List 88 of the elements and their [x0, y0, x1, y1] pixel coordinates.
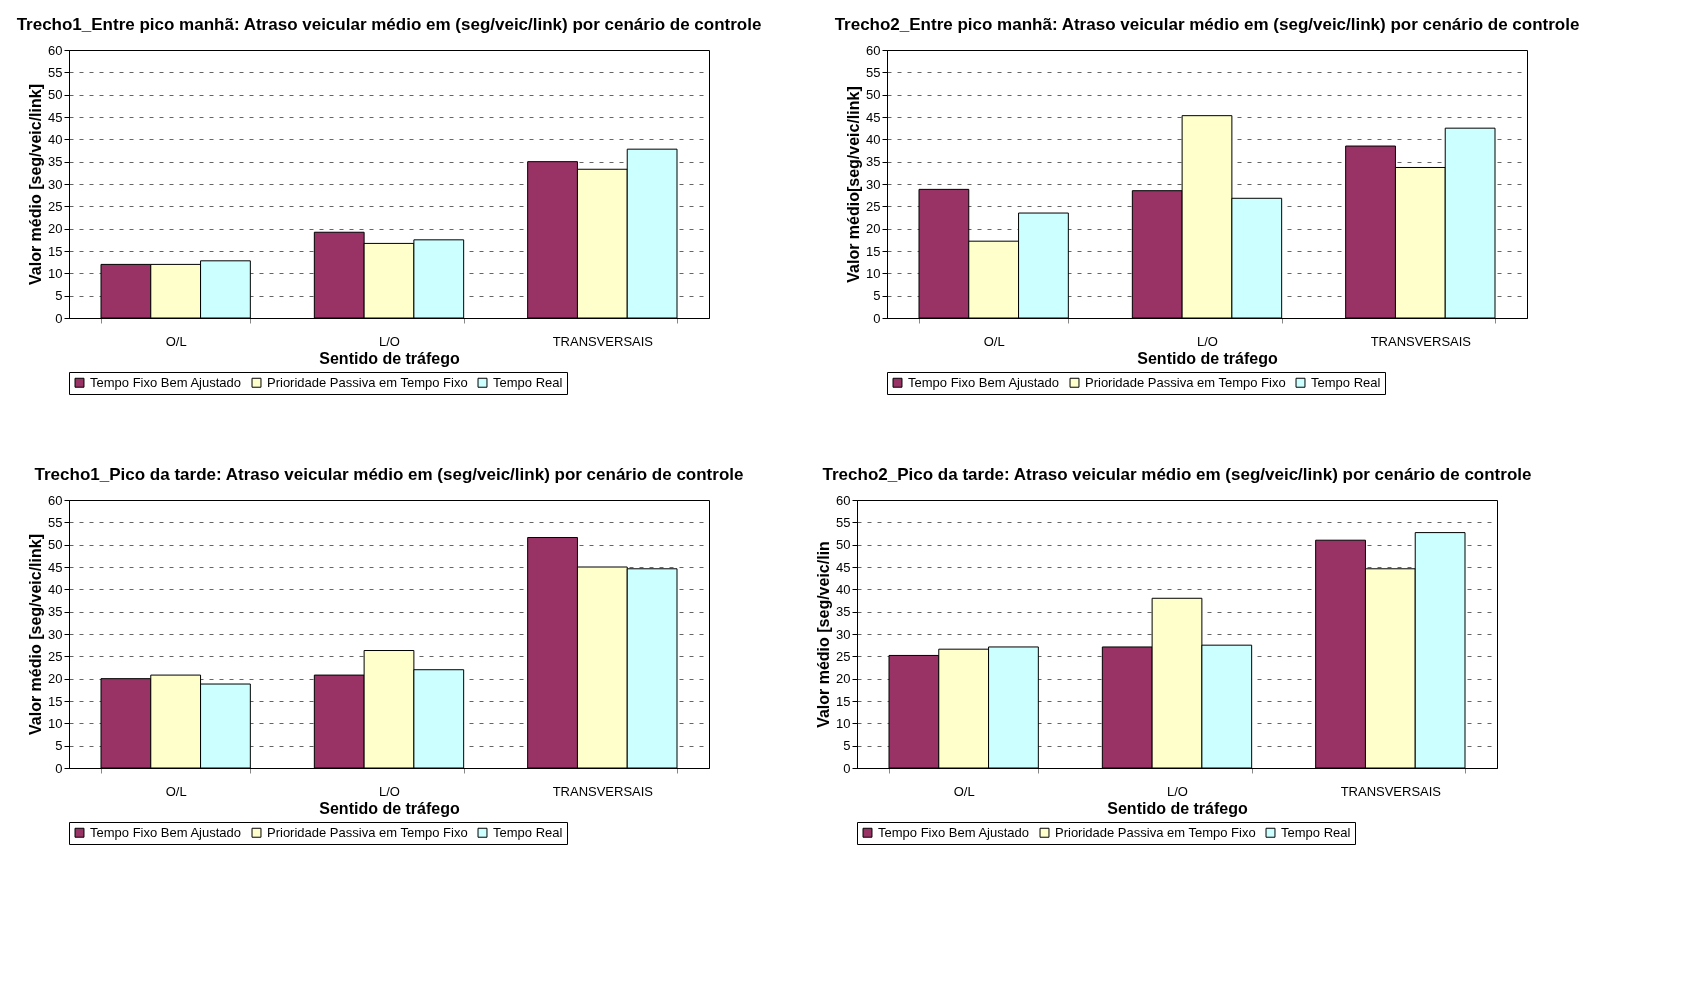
legend-label: Tempo Fixo Bem Ajustado — [90, 374, 242, 390]
y-tick-label: 0 — [843, 760, 851, 776]
x-tick-label: L/O — [379, 783, 400, 799]
y-tick-label: 40 — [48, 581, 63, 597]
y-tick-label: 15 — [836, 693, 851, 709]
legend-label: Prioridade Passiva em Tempo Fixo — [1055, 824, 1256, 840]
y-tick-label: 30 — [48, 626, 63, 642]
x-axis-title: Sentido de tráfego — [319, 799, 460, 817]
legend-label: Tempo Real — [493, 374, 563, 390]
legend-label: Prioridade Passiva em Tempo Fixo — [1085, 374, 1286, 390]
y-tick-label: 50 — [866, 87, 881, 103]
y-tick-label: 5 — [55, 288, 63, 304]
y-tick-label: 60 — [48, 42, 63, 58]
x-tick-label: TRANSVERSAIS — [552, 333, 654, 349]
chart-title: Trecho2_Pico da tarde: Atraso veicular médio em (seg/veic/link) por cenário de controle — [822, 465, 1532, 484]
legend-label: Tempo Real — [493, 824, 563, 840]
y-tick-label: 35 — [48, 604, 63, 620]
x-tick-label: O/L — [983, 333, 1005, 349]
y-tick-label: 35 — [866, 154, 881, 170]
y-tick-label: 60 — [866, 42, 881, 58]
legend-label: Tempo Real — [1281, 824, 1351, 840]
y-tick-label: 5 — [843, 738, 851, 754]
y-tick-label: 15 — [48, 693, 63, 709]
y-tick-label: 40 — [48, 131, 63, 147]
y-tick-label: 15 — [48, 243, 63, 259]
y-tick-label: 10 — [836, 715, 851, 731]
x-tick-label: L/O — [1197, 333, 1218, 349]
y-tick-label: 40 — [866, 131, 881, 147]
y-tick-label: 55 — [48, 514, 63, 530]
x-tick-label: TRANSVERSAIS — [1370, 333, 1472, 349]
y-tick-label: 50 — [836, 537, 851, 553]
y-tick-label: 10 — [866, 265, 881, 281]
x-axis-title: Sentido de tráfego — [1107, 799, 1248, 817]
x-tick-label: O/L — [165, 333, 187, 349]
y-tick-label: 5 — [873, 288, 881, 304]
y-tick-label: 55 — [48, 64, 63, 80]
y-tick-label: 5 — [55, 738, 63, 754]
y-tick-label: 35 — [48, 154, 63, 170]
x-tick-label: TRANSVERSAIS — [1340, 783, 1442, 799]
chart-title: Trecho2_Entre pico manhã: Atraso veicular médio em (seg/veic/link) por cenário de controle — [834, 15, 1580, 34]
y-tick-label: 20 — [866, 221, 881, 237]
x-axis-title: Sentido de tráfego — [1137, 349, 1278, 367]
y-tick-label: 0 — [55, 310, 63, 326]
legend-label: Tempo Fixo Bem Ajustado — [908, 374, 1060, 390]
y-tick-label: 50 — [48, 87, 63, 103]
y-tick-label: 30 — [48, 176, 63, 192]
legend-label: Tempo Real — [1311, 374, 1381, 390]
y-tick-label: 55 — [866, 64, 881, 80]
x-axis-title: Sentido de tráfego — [319, 349, 460, 367]
y-tick-label: 45 — [48, 559, 63, 575]
legend-label: Prioridade Passiva em Tempo Fixo — [267, 824, 468, 840]
y-axis-title: Valor médio[seg/veic/link] — [845, 86, 863, 283]
y-tick-label: 40 — [836, 581, 851, 597]
y-axis-title: Valor médio [seg/veic/lin — [815, 541, 833, 728]
x-tick-label: TRANSVERSAIS — [552, 783, 654, 799]
x-tick-label: L/O — [379, 333, 400, 349]
y-axis-title: Valor médio [seg/veic/link] — [27, 84, 45, 285]
y-tick-label: 0 — [873, 310, 881, 326]
y-tick-label: 10 — [48, 715, 63, 731]
x-tick-label: L/O — [1167, 783, 1188, 799]
y-tick-label: 45 — [836, 559, 851, 575]
y-tick-label: 50 — [48, 537, 63, 553]
y-tick-label: 20 — [48, 671, 63, 687]
y-tick-label: 55 — [836, 514, 851, 530]
y-tick-label: 25 — [866, 198, 881, 214]
y-tick-label: 35 — [836, 604, 851, 620]
y-tick-label: 45 — [866, 109, 881, 125]
y-axis-title: Valor médio [seg/veic/link] — [27, 534, 45, 735]
y-tick-label: 60 — [836, 492, 851, 508]
y-tick-label: 0 — [55, 760, 63, 776]
y-tick-label: 45 — [48, 109, 63, 125]
y-tick-label: 20 — [48, 221, 63, 237]
chart-title: Trecho1_Pico da tarde: Atraso veicular médio em (seg/veic/link) por cenário de controle — [34, 465, 744, 484]
y-tick-label: 10 — [48, 265, 63, 281]
y-tick-label: 25 — [836, 648, 851, 664]
x-tick-label: O/L — [953, 783, 975, 799]
y-tick-label: 25 — [48, 198, 63, 214]
y-tick-label: 30 — [836, 626, 851, 642]
legend-label: Tempo Fixo Bem Ajustado — [90, 824, 242, 840]
x-tick-label: O/L — [165, 783, 187, 799]
y-tick-label: 25 — [48, 648, 63, 664]
legend-label: Tempo Fixo Bem Ajustado — [878, 824, 1030, 840]
y-tick-label: 30 — [866, 176, 881, 192]
y-tick-label: 15 — [866, 243, 881, 259]
chart-title: Trecho1_Entre pico manhã: Atraso veicular médio em (seg/veic/link) por cenário de controle — [16, 15, 762, 34]
y-tick-label: 60 — [48, 492, 63, 508]
y-tick-label: 20 — [836, 671, 851, 687]
legend-label: Prioridade Passiva em Tempo Fixo — [267, 374, 468, 390]
